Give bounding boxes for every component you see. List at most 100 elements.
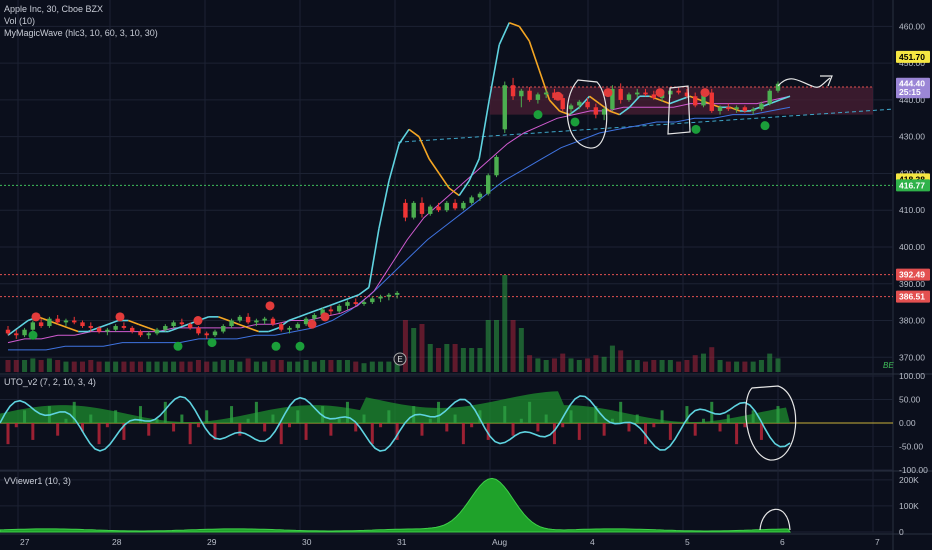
candle-body bbox=[30, 322, 36, 330]
horizontal-levels bbox=[0, 184, 893, 298]
uto-histogram-bar bbox=[23, 410, 27, 423]
candle-body bbox=[55, 318, 60, 323]
volume-bar bbox=[444, 344, 450, 372]
time-tick-label: 4 bbox=[590, 537, 595, 547]
volume-bar bbox=[576, 360, 582, 372]
volume-bar bbox=[535, 358, 541, 372]
volume-bar bbox=[626, 360, 632, 372]
annotation-box bbox=[667, 85, 691, 135]
price-tag bbox=[896, 86, 930, 99]
price-tick-label: 450.00 bbox=[899, 58, 925, 68]
volume-bar bbox=[30, 358, 36, 372]
vviewer-indicator-label[interactable]: VViewer1 (10, 3) bbox=[4, 476, 71, 486]
uto-histogram-bar bbox=[726, 414, 730, 423]
candle-body bbox=[254, 320, 259, 323]
price-tick-label: 410.00 bbox=[899, 205, 925, 215]
wave-segment bbox=[17, 319, 29, 329]
volume-bar bbox=[502, 275, 508, 372]
candle-body bbox=[5, 329, 11, 334]
volume-bar bbox=[659, 360, 665, 372]
uto-histogram-bar bbox=[230, 406, 234, 423]
wave-segment bbox=[548, 99, 561, 112]
earnings-marker[interactable] bbox=[393, 352, 407, 366]
buy-signal-dot bbox=[533, 110, 543, 120]
uto-histogram-bar bbox=[743, 423, 747, 428]
volume-bar bbox=[71, 361, 77, 372]
candle-body bbox=[245, 316, 251, 323]
volume-bar bbox=[336, 360, 342, 372]
uto-histogram-bar bbox=[594, 406, 598, 423]
volume-bar bbox=[543, 360, 549, 372]
candle-body bbox=[510, 85, 516, 97]
price-tick-label: 460.00 bbox=[899, 21, 925, 31]
candle-body bbox=[585, 101, 590, 108]
volume-indicator-label[interactable]: Vol (10) bbox=[4, 16, 35, 26]
uto-histogram-bar bbox=[14, 423, 18, 428]
time-tick-label: Aug bbox=[492, 537, 507, 547]
sell-signal-dot bbox=[320, 312, 330, 322]
annotation-arrow bbox=[777, 75, 833, 88]
uto-histogram-bar bbox=[56, 423, 60, 436]
volume-bars bbox=[5, 275, 781, 372]
volume-bar bbox=[104, 361, 110, 372]
buy-signal-dot bbox=[295, 341, 305, 351]
candle-body bbox=[171, 322, 176, 327]
wave-segment bbox=[368, 228, 380, 288]
wave-segment bbox=[67, 327, 79, 333]
candle-body bbox=[320, 309, 325, 316]
uto-histogram-bar bbox=[304, 423, 308, 440]
uto-indicator-label[interactable]: UTO_v2 (7, 2, 10, 3, 4) bbox=[4, 377, 96, 387]
volume-bar bbox=[402, 320, 408, 372]
candle-body bbox=[452, 202, 458, 209]
uto-histogram-bar bbox=[81, 423, 85, 432]
uto-histogram-bar bbox=[321, 406, 325, 423]
wave-segment bbox=[478, 99, 491, 159]
candle-body bbox=[187, 324, 193, 328]
wave-segment bbox=[538, 70, 551, 101]
candle-body bbox=[651, 94, 657, 99]
uto-histogram-bar bbox=[544, 414, 548, 423]
candle-body bbox=[279, 324, 284, 330]
volume-bar bbox=[5, 360, 11, 372]
candle-body bbox=[742, 107, 748, 111]
price-tag-label: 25:15 bbox=[899, 87, 921, 97]
wave-segment bbox=[438, 173, 450, 189]
volume-bar bbox=[63, 361, 69, 372]
volume-bar bbox=[676, 361, 682, 372]
price-tick-label: 430.00 bbox=[899, 132, 925, 142]
wave-segment bbox=[528, 40, 541, 71]
uto-histogram-bar bbox=[453, 414, 457, 423]
volume-bar bbox=[684, 360, 690, 372]
candle-body bbox=[676, 90, 681, 93]
volume-bar bbox=[560, 353, 566, 372]
wave-segment bbox=[628, 95, 641, 108]
axes: 460.00450.00440.00430.00420.00410.00400.… bbox=[20, 21, 930, 547]
wave-indicator-label[interactable]: MyMagicWave (hlc3, 10, 60, 3, 10, 30) bbox=[4, 28, 158, 38]
uto-histogram-bar bbox=[296, 410, 300, 423]
uto-histogram-bar bbox=[263, 423, 267, 432]
wave-segment bbox=[498, 22, 511, 46]
volume-bar bbox=[469, 348, 475, 372]
uto-histogram-bar bbox=[288, 423, 292, 428]
wave-segment bbox=[408, 128, 420, 138]
time-tick-label: 5 bbox=[685, 537, 690, 547]
volume-bar bbox=[551, 358, 557, 372]
candle-body bbox=[121, 326, 127, 328]
candle-body bbox=[204, 333, 209, 336]
candle-body bbox=[428, 206, 433, 214]
candle-body bbox=[287, 327, 292, 330]
candle-body bbox=[386, 294, 392, 297]
vviewer-annotation bbox=[759, 508, 791, 531]
candle-body bbox=[113, 326, 118, 330]
wave-segment bbox=[609, 110, 620, 116]
uto-histogram-bar bbox=[395, 423, 399, 440]
sell-signal-dot bbox=[265, 301, 275, 311]
volume-bar bbox=[419, 324, 425, 372]
volume-bar bbox=[162, 361, 168, 372]
vviewer-area bbox=[0, 477, 791, 533]
candle-body bbox=[635, 92, 640, 95]
time-tick-label: 29 bbox=[207, 537, 217, 547]
uto-histogram-bar bbox=[577, 423, 581, 440]
volume-bar bbox=[510, 320, 516, 372]
